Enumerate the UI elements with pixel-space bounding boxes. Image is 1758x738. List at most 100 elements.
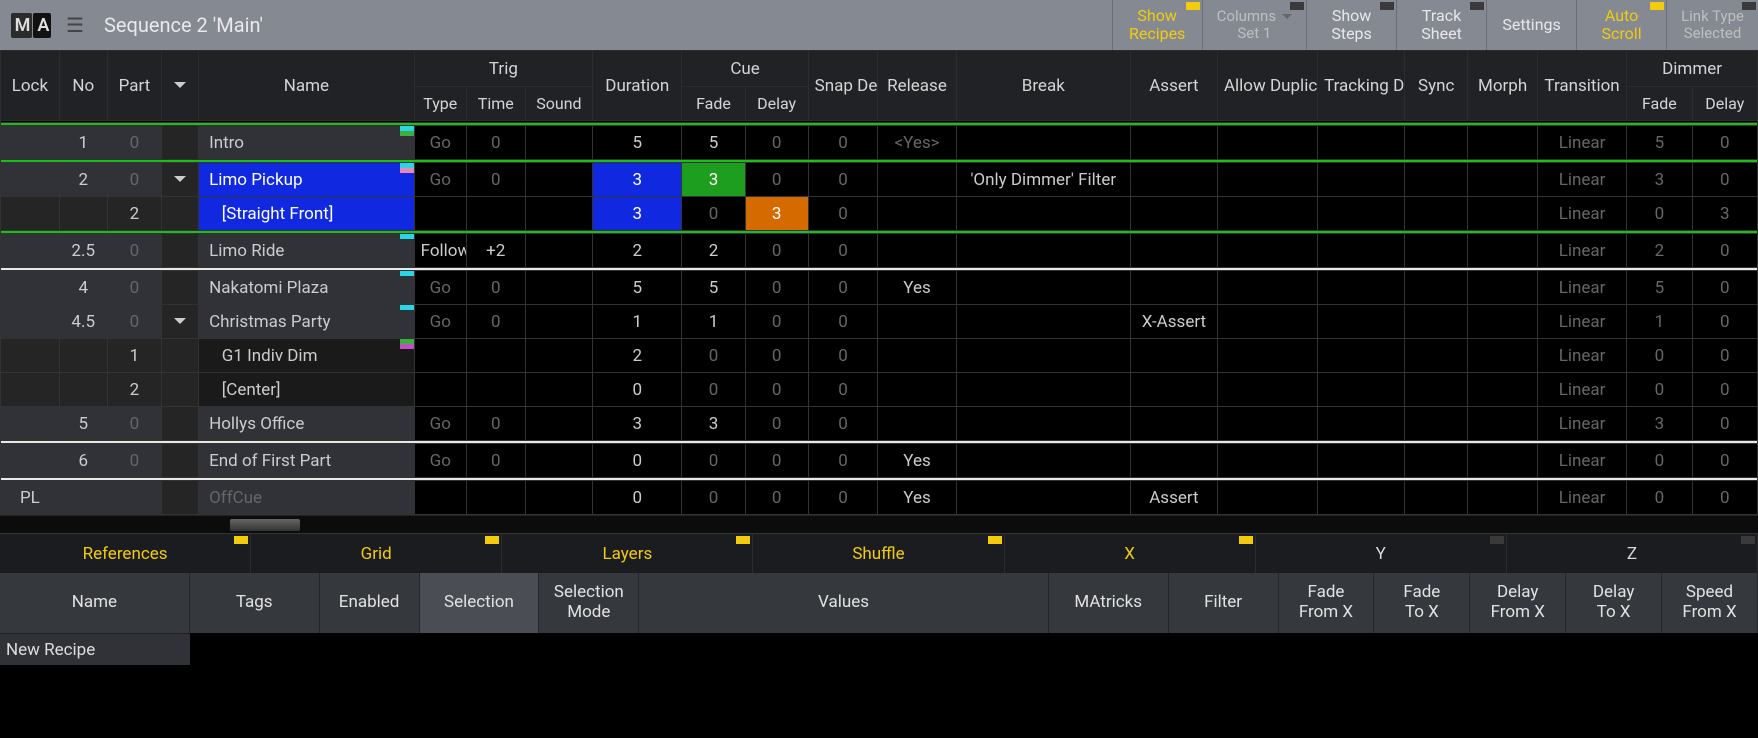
- cell-trig-time[interactable]: 0: [466, 407, 525, 441]
- recipe-col-filter[interactable]: Filter: [1169, 573, 1279, 633]
- cell-cue-delay[interactable]: 0: [745, 373, 808, 407]
- cell-break[interactable]: [956, 444, 1130, 478]
- expand-toggle[interactable]: [162, 305, 199, 339]
- cell-name[interactable]: [Straight Front]: [199, 197, 415, 231]
- recipe-col-selection-mode[interactable]: SelectionMode: [539, 573, 639, 633]
- cell-dimmer-fade[interactable]: 0: [1627, 197, 1692, 231]
- cell-part[interactable]: 0: [107, 407, 161, 441]
- cell-trig-type[interactable]: Go: [414, 305, 466, 339]
- cell-part[interactable]: 2: [107, 373, 161, 407]
- cell-sync[interactable]: [1405, 163, 1468, 197]
- cell-trig-type[interactable]: Go: [414, 271, 466, 305]
- cell-release[interactable]: [878, 373, 956, 407]
- cell-trig-sound[interactable]: [525, 126, 593, 160]
- recipe-col-speed-from-x[interactable]: SpeedFrom X: [1662, 573, 1758, 633]
- cell-morph[interactable]: [1468, 197, 1538, 231]
- recipe-col-selection[interactable]: Selection: [420, 573, 540, 633]
- cell-cue-delay[interactable]: 3: [745, 197, 808, 231]
- expand-toggle[interactable]: [162, 481, 199, 515]
- cell-dimmer-fade[interactable]: 5: [1627, 271, 1692, 305]
- cell-cue-delay[interactable]: 0: [745, 407, 808, 441]
- cell-trig-time[interactable]: [466, 373, 525, 407]
- cell-trig-time[interactable]: +2: [466, 234, 525, 268]
- cell-break[interactable]: 'Only Dimmer' Filter: [956, 163, 1130, 197]
- cell-cue-fade[interactable]: 5: [682, 271, 745, 305]
- cue-row[interactable]: 60End of First PartGo00000YesLinear00: [1, 444, 1758, 478]
- toolbar-settings[interactable]: Settings: [1486, 0, 1576, 50]
- cell-sync[interactable]: [1405, 407, 1468, 441]
- cell-break[interactable]: [956, 197, 1130, 231]
- cell-no[interactable]: [59, 481, 107, 515]
- cell-tracking-dist[interactable]: [1318, 197, 1405, 231]
- cell-tracking-dist[interactable]: [1318, 234, 1405, 268]
- cell-trig-sound[interactable]: [525, 444, 593, 478]
- column-header[interactable]: [162, 51, 199, 121]
- cell-allow-dup[interactable]: [1217, 373, 1317, 407]
- cell-lock[interactable]: [1, 126, 60, 160]
- cell-tracking-dist[interactable]: [1318, 305, 1405, 339]
- cue-row[interactable]: PLOffCue0000YesAssertLinear00: [1, 481, 1758, 515]
- cell-trig-time[interactable]: 0: [466, 271, 525, 305]
- cell-name[interactable]: Christmas Party: [199, 305, 415, 339]
- cell-release[interactable]: [878, 234, 956, 268]
- cell-dimmer-delay[interactable]: 0: [1692, 407, 1758, 441]
- cell-name[interactable]: End of First Part: [199, 444, 415, 478]
- cell-break[interactable]: [956, 305, 1130, 339]
- cell-trig-sound[interactable]: [525, 339, 593, 373]
- cell-tracking-dist[interactable]: [1318, 481, 1405, 515]
- cell-release[interactable]: [878, 407, 956, 441]
- cell-duration[interactable]: 2: [593, 339, 682, 373]
- cell-cue-fade[interactable]: 2: [682, 234, 745, 268]
- cue-row[interactable]: 10IntroGo05500<Yes>Linear50: [1, 126, 1758, 160]
- cell-release[interactable]: <Yes>: [878, 126, 956, 160]
- cell-cue-delay[interactable]: 0: [745, 481, 808, 515]
- cell-cue-fade[interactable]: 1: [682, 305, 745, 339]
- cell-part[interactable]: 0: [107, 444, 161, 478]
- cell-release[interactable]: Yes: [878, 481, 956, 515]
- cell-tracking-dist[interactable]: [1318, 126, 1405, 160]
- cell-assert[interactable]: [1130, 339, 1217, 373]
- toolbar-show-recipes[interactable]: ShowRecipes: [1112, 0, 1202, 50]
- cell-snap-delay[interactable]: 0: [808, 407, 878, 441]
- cell-allow-dup[interactable]: [1217, 163, 1317, 197]
- cell-allow-dup[interactable]: [1217, 444, 1317, 478]
- cell-part[interactable]: 0: [107, 271, 161, 305]
- cell-dimmer-delay[interactable]: 0: [1692, 444, 1758, 478]
- cell-lock[interactable]: [1, 271, 60, 305]
- expand-toggle[interactable]: [162, 234, 199, 268]
- cell-morph[interactable]: [1468, 481, 1538, 515]
- cell-dimmer-delay[interactable]: 0: [1692, 373, 1758, 407]
- cell-transition[interactable]: Linear: [1537, 197, 1626, 231]
- cell-tracking-dist[interactable]: [1318, 163, 1405, 197]
- cell-lock[interactable]: [1, 339, 60, 373]
- cell-trig-time[interactable]: [466, 197, 525, 231]
- cell-morph[interactable]: [1468, 305, 1538, 339]
- cell-assert[interactable]: [1130, 444, 1217, 478]
- cell-no[interactable]: 2.5: [59, 234, 107, 268]
- column-header[interactable]: No: [59, 51, 107, 121]
- cell-cue-delay[interactable]: 0: [745, 444, 808, 478]
- cell-trig-time[interactable]: [466, 339, 525, 373]
- cell-trig-sound[interactable]: [525, 197, 593, 231]
- cell-no[interactable]: [59, 373, 107, 407]
- cell-no[interactable]: 5: [59, 407, 107, 441]
- column-header[interactable]: Delay: [1692, 87, 1758, 121]
- cell-cue-fade[interactable]: 0: [682, 444, 745, 478]
- cell-part[interactable]: 0: [107, 234, 161, 268]
- cell-transition[interactable]: Linear: [1537, 271, 1626, 305]
- cell-name[interactable]: OffCue: [199, 481, 415, 515]
- tab-grid[interactable]: Grid: [251, 534, 502, 573]
- cell-transition[interactable]: Linear: [1537, 444, 1626, 478]
- cell-dimmer-fade[interactable]: 0: [1627, 373, 1692, 407]
- cell-allow-dup[interactable]: [1217, 126, 1317, 160]
- new-recipe-row[interactable]: New Recipe: [0, 633, 190, 665]
- cell-snap-delay[interactable]: 0: [808, 234, 878, 268]
- cell-cue-fade[interactable]: 0: [682, 373, 745, 407]
- column-header[interactable]: Sync: [1405, 51, 1468, 121]
- recipe-col-values[interactable]: Values: [639, 573, 1049, 633]
- recipe-col-enabled[interactable]: Enabled: [320, 573, 420, 633]
- cell-name[interactable]: Limo Ride: [199, 234, 415, 268]
- cell-dimmer-delay[interactable]: 0: [1692, 481, 1758, 515]
- cell-duration[interactable]: 1: [593, 305, 682, 339]
- cell-trig-sound[interactable]: [525, 407, 593, 441]
